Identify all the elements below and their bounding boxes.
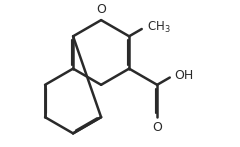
Text: OH: OH (174, 69, 193, 82)
Text: O: O (96, 3, 106, 16)
Text: CH$_3$: CH$_3$ (147, 20, 171, 35)
Text: O: O (152, 121, 162, 134)
